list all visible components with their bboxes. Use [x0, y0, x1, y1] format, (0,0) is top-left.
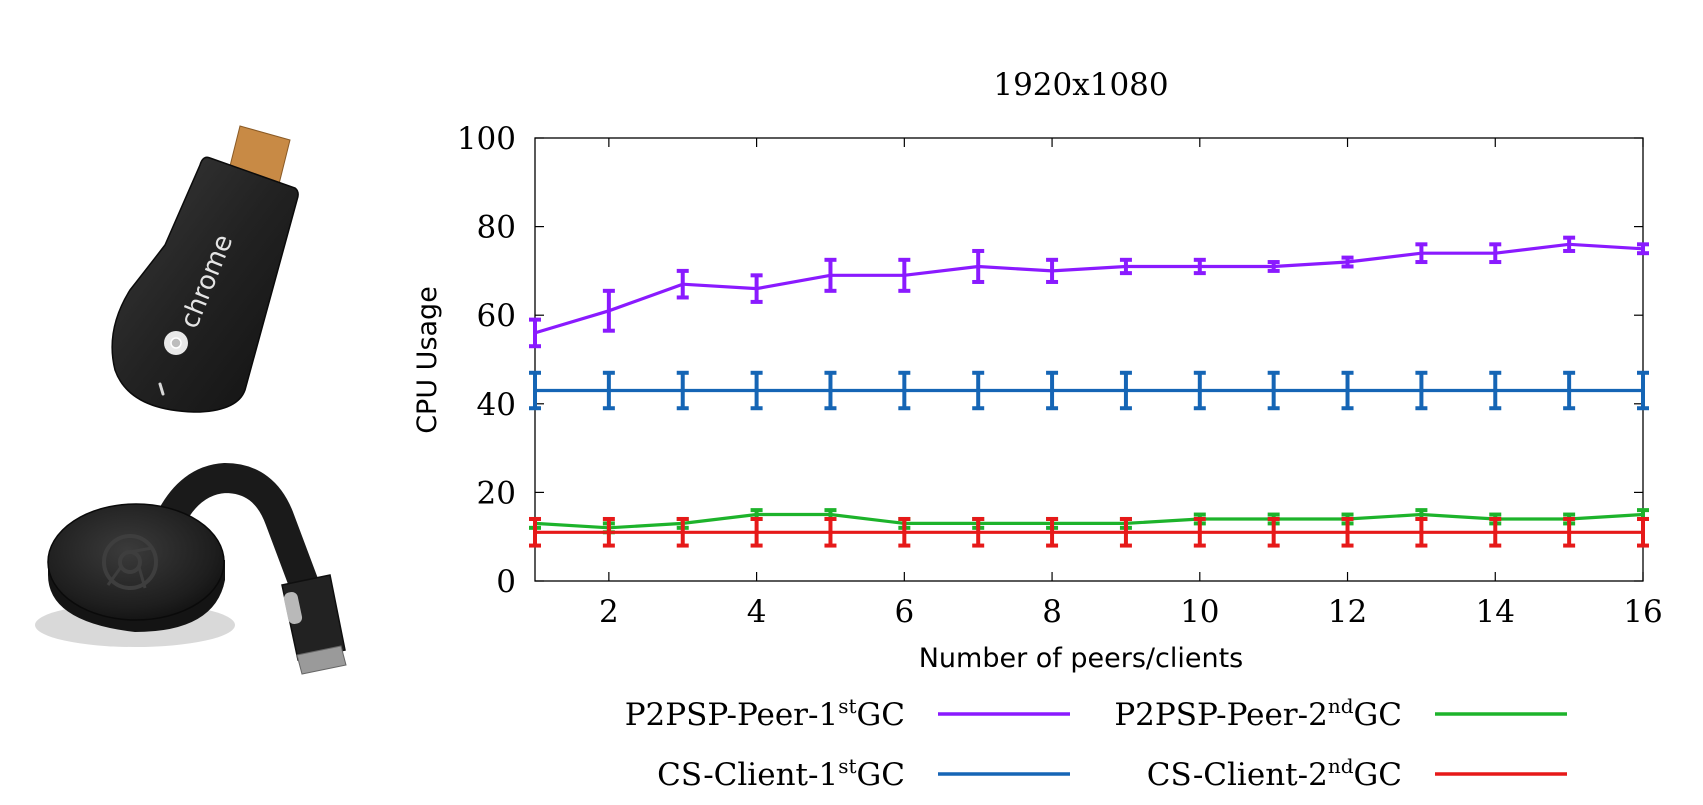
legend-label: P2PSP-Peer-1stGC: [625, 694, 905, 733]
error-bar-cs_1st: [1267, 370, 1280, 411]
legend-label: CS-Client-1stGC: [657, 754, 905, 793]
error-bar-cs_2nd: [1267, 516, 1280, 548]
error-bar-cs_2nd: [750, 516, 763, 548]
error-bar-cs_2nd: [1341, 516, 1354, 548]
legend-item-p2psp_1st: P2PSP-Peer-1stGC: [625, 694, 1070, 733]
error-bar-p2psp_1st: [529, 317, 541, 349]
legend-label-suffix: GC: [1354, 697, 1402, 733]
error-bar-cs_1st: [972, 370, 985, 411]
series-p2psp_1st: [529, 235, 1649, 349]
y-axis-label: CPU Usage: [412, 286, 443, 434]
error-bar-p2psp_1st: [676, 268, 689, 300]
plot-area: [529, 235, 1649, 548]
error-bar-cs_1st: [750, 370, 763, 411]
legend-label: P2PSP-Peer-2ndGC: [1114, 694, 1402, 733]
legend-label: CS-Client-2ndGC: [1147, 754, 1402, 793]
error-bar-cs_1st: [1415, 370, 1428, 411]
error-bar-cs_1st: [1341, 370, 1354, 411]
x-tick-label: 6: [894, 594, 914, 630]
chromecast-puck-image: [35, 462, 347, 675]
legend-label-superscript: nd: [1328, 754, 1354, 778]
y-tick-label: 60: [477, 298, 516, 334]
error-bar-p2psp_1st: [1267, 260, 1280, 273]
x-tick-label: 12: [1328, 594, 1367, 630]
error-bar-cs_2nd: [1563, 516, 1576, 548]
series-cs_1st: [529, 370, 1649, 411]
legend-item-cs_2nd: CS-Client-2ndGC: [1147, 754, 1567, 793]
y-tick-label: 20: [477, 475, 516, 511]
error-bar-p2psp_1st: [1415, 242, 1428, 265]
error-bar-p2psp_1st: [750, 273, 763, 304]
error-bar-cs_2nd: [1489, 516, 1502, 548]
error-bar-cs_2nd: [529, 516, 541, 548]
error-bar-cs_1st: [1046, 370, 1059, 411]
error-bar-cs_1st: [1119, 370, 1132, 411]
error-bar-p2psp_1st: [1119, 257, 1132, 276]
legend-label-superscript: nd: [1328, 694, 1354, 718]
error-bar-cs_1st: [1489, 370, 1502, 411]
y-tick-label: 40: [477, 387, 516, 423]
error-bar-p2psp_1st: [972, 248, 985, 284]
error-bar-p2psp_1st: [898, 257, 911, 293]
y-tick-label: 0: [496, 564, 516, 600]
legend-label-prefix: CS-Client-2: [1147, 757, 1328, 793]
legend-label-prefix: P2PSP-Peer-2: [1114, 697, 1328, 733]
error-bar-cs_2nd: [824, 516, 837, 548]
legend-label-suffix: GC: [857, 697, 905, 733]
series-cs_2nd: [529, 516, 1649, 548]
error-bar-cs_1st: [602, 370, 615, 411]
legend-label-suffix: GC: [857, 757, 905, 793]
x-tick-label: 4: [747, 594, 767, 630]
error-bar-p2psp_1st: [1193, 257, 1206, 276]
series-p2psp_2nd: [529, 508, 1649, 535]
error-bar-cs_1st: [529, 370, 541, 411]
error-bar-cs_1st: [1637, 370, 1649, 411]
error-bar-cs_1st: [1563, 370, 1576, 411]
legend-label-suffix: GC: [1354, 757, 1402, 793]
error-bar-cs_1st: [676, 370, 689, 411]
legend-item-p2psp_2nd: P2PSP-Peer-2ndGC: [1114, 694, 1567, 733]
error-bar-cs_2nd: [1637, 516, 1649, 548]
series-line-p2psp_1st: [534, 242, 1644, 335]
error-bar-cs_1st: [1193, 370, 1206, 411]
legend-label-prefix: P2PSP-Peer-1: [625, 697, 839, 733]
chart-title: 1920x1080: [993, 67, 1168, 103]
error-bar-p2psp_1st: [1046, 257, 1059, 284]
error-bar-p2psp_1st: [1637, 242, 1649, 256]
x-tick-label: 2: [599, 594, 619, 630]
x-tick-label: 14: [1476, 594, 1515, 630]
error-bar-cs_2nd: [1046, 516, 1059, 548]
error-bar-cs_1st: [898, 370, 911, 411]
x-axis-label: Number of peers/clients: [919, 643, 1244, 674]
y-tick-label: 80: [477, 210, 516, 246]
error-bar-cs_1st: [824, 370, 837, 411]
legend-label-superscript: st: [838, 694, 856, 718]
series-line-p2psp_2nd: [534, 512, 1644, 530]
legend-item-cs_1st: CS-Client-1stGC: [657, 754, 1070, 793]
error-bar-p2psp_1st: [1563, 235, 1576, 253]
error-bar-cs_2nd: [1415, 516, 1428, 548]
y-tick-label: 100: [457, 121, 516, 157]
chromecast-dongle-image: chrome: [111, 125, 299, 413]
axis-ticks: 2 4 6 8 10 12 14 16 0 20 40 60 80 100: [457, 121, 1663, 630]
error-bar-cs_2nd: [602, 516, 615, 548]
error-bar-cs_2nd: [972, 516, 985, 548]
x-tick-label: 8: [1042, 594, 1062, 630]
error-bar-p2psp_1st: [1341, 255, 1354, 269]
error-bar-cs_2nd: [1119, 516, 1132, 548]
error-bar-cs_2nd: [1193, 516, 1206, 548]
legend-label-superscript: st: [838, 754, 856, 778]
plot-frame: [534, 137, 1644, 582]
error-bar-p2psp_1st: [824, 257, 837, 293]
error-bar-cs_2nd: [676, 516, 689, 548]
legend-label-prefix: CS-Client-1: [657, 757, 838, 793]
x-tick-label: 16: [1623, 594, 1662, 630]
x-tick-label: 10: [1180, 594, 1219, 630]
error-bar-cs_2nd: [898, 516, 911, 548]
error-bar-p2psp_1st: [1489, 242, 1502, 265]
legend: P2PSP-Peer-1stGC P2PSP-Peer-2ndGCCS-Clien…: [625, 694, 1567, 793]
error-bar-p2psp_1st: [602, 288, 615, 333]
